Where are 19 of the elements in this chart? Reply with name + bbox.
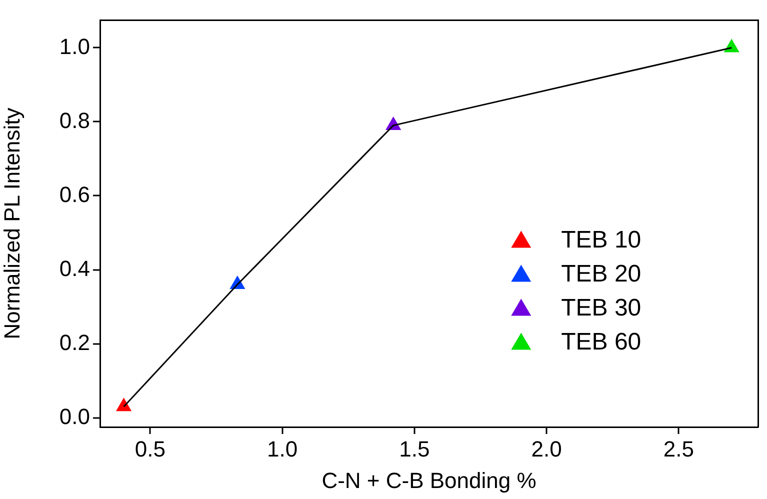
x-axis-title: C-N + C-B Bonding % bbox=[322, 468, 536, 493]
legend-label: TEB 20 bbox=[561, 260, 642, 288]
y-axis-title: Normalized PL Intensity bbox=[0, 108, 24, 340]
y-tick-label: 0.2 bbox=[59, 330, 90, 355]
x-tick-label: 2.0 bbox=[531, 436, 562, 462]
point bbox=[116, 398, 132, 412]
y-tick-label: 1.0 bbox=[59, 34, 90, 59]
legend-label: TEB 60 bbox=[561, 328, 642, 356]
point bbox=[724, 38, 740, 52]
y-tick-label: 0.4 bbox=[59, 256, 90, 281]
x-tick-label: 1.5 bbox=[399, 436, 430, 462]
y-tick-label: 0.8 bbox=[59, 108, 90, 133]
legend-label: TEB 10 bbox=[561, 226, 642, 254]
y-tick-label: 0.6 bbox=[59, 182, 90, 207]
x-tick-label: 2.5 bbox=[663, 436, 694, 462]
legend-label: TEB 30 bbox=[561, 294, 642, 322]
x-tick-label: 1.0 bbox=[267, 436, 298, 462]
y-tick-label: 0.0 bbox=[59, 404, 90, 429]
x-tick-label: 0.5 bbox=[134, 436, 166, 462]
